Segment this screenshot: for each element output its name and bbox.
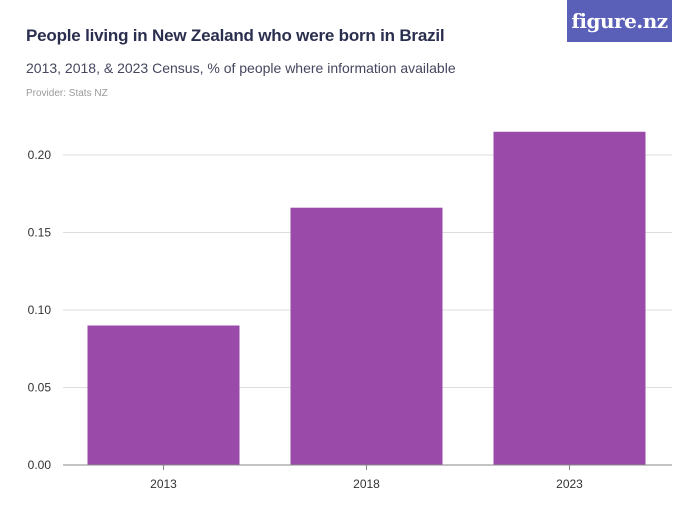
x-tick-label: 2013 xyxy=(150,477,177,491)
bar-2023[interactable] xyxy=(493,131,646,465)
y-tick-label: 0.15 xyxy=(28,226,52,240)
data-provider: Provider: Stats NZ xyxy=(26,88,108,99)
bar-2018[interactable] xyxy=(290,207,443,465)
y-tick-label: 0.05 xyxy=(28,381,52,395)
chart-title: People living in New Zealand who were bo… xyxy=(26,26,445,45)
chart-subtitle: 2013, 2018, & 2023 Census, % of people w… xyxy=(26,60,456,76)
bar-2013[interactable] xyxy=(87,325,240,466)
x-tick-label: 2018 xyxy=(353,477,380,491)
figure-nz-logo[interactable]: figure.nz xyxy=(567,0,672,42)
y-tick-label: 0.20 xyxy=(28,148,52,162)
bars xyxy=(87,131,646,466)
x-tick-label: 2023 xyxy=(556,477,583,491)
axes: 0.00 0.05 0.10 0.15 0.20 2013 2018 2023 xyxy=(28,148,672,491)
y-tick-label: 0.10 xyxy=(28,303,52,317)
y-tick-label: 0.00 xyxy=(28,458,52,472)
